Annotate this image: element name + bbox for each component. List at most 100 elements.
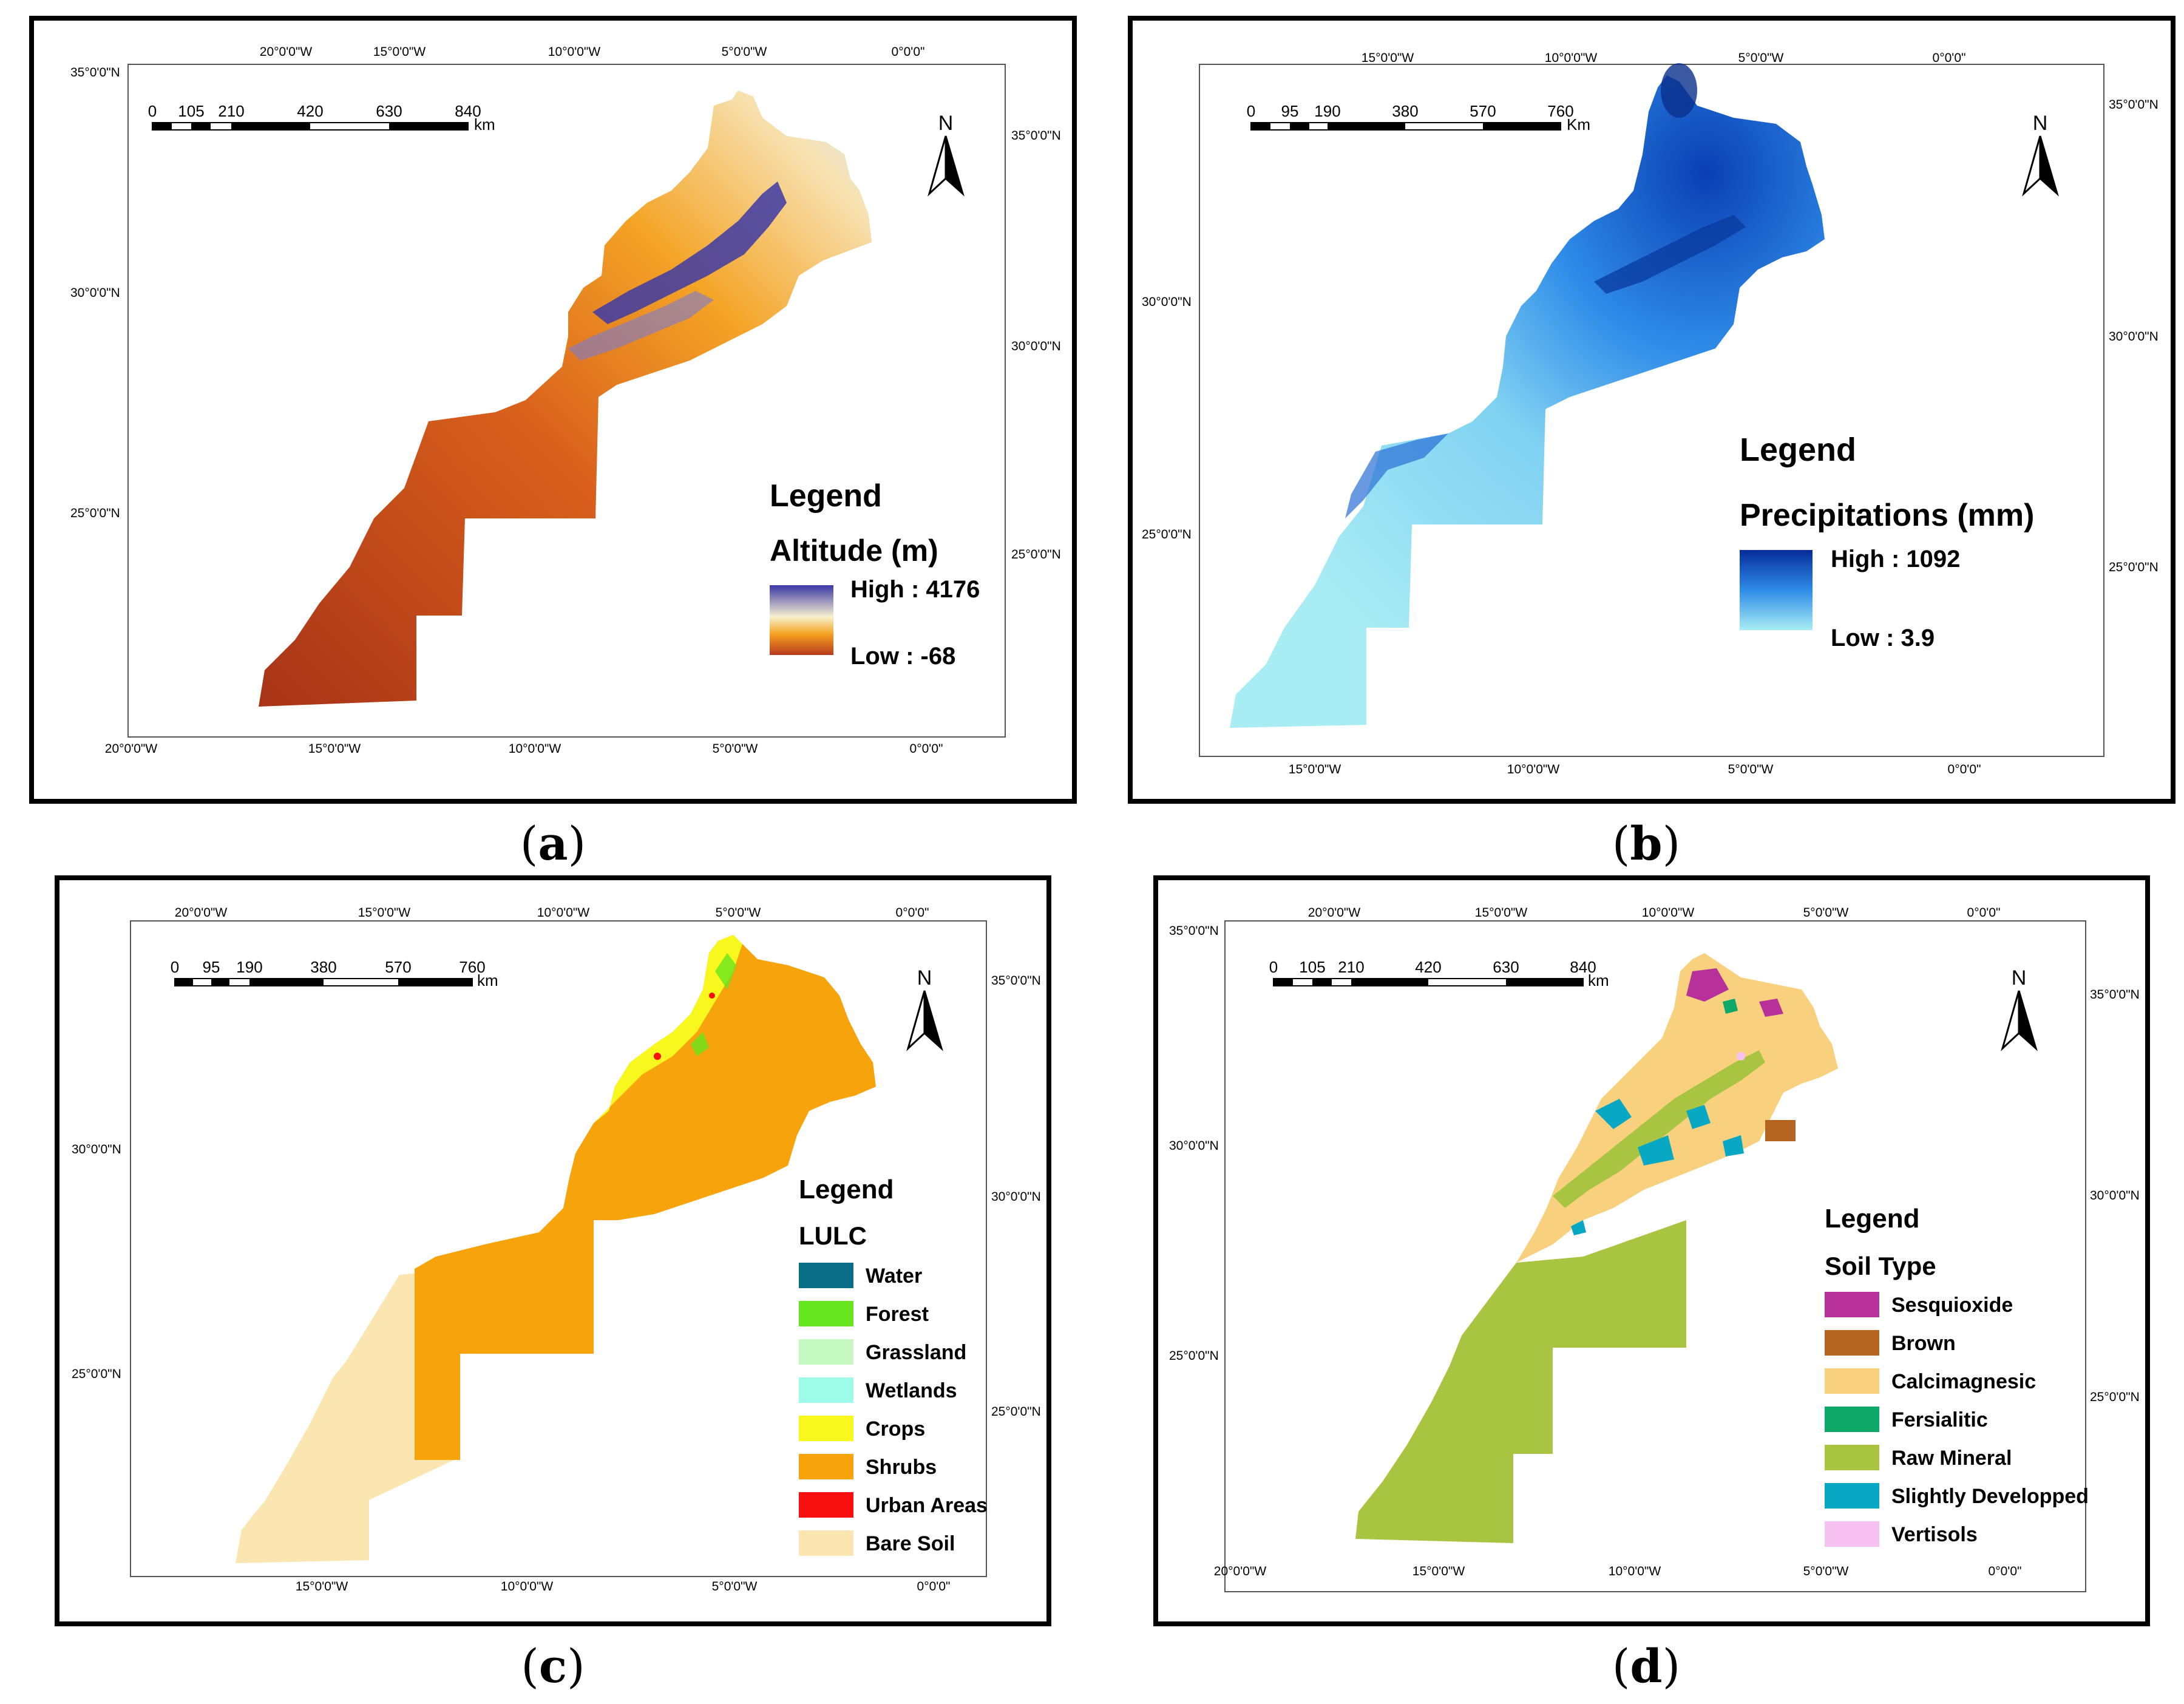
- lon-label: 10°0'0"W: [1545, 51, 1598, 65]
- lon-label: 0°0'0": [910, 742, 943, 756]
- urban-areas: [709, 993, 715, 999]
- legend-label: Urban Areas: [866, 1494, 988, 1517]
- lat-label: 30°0'0"N: [2109, 330, 2159, 344]
- legend-title: Legend: [770, 478, 882, 514]
- raw-mineral-band: [1553, 1050, 1765, 1208]
- lon-label: 20°0'0"W: [260, 45, 313, 59]
- raw-mineral-region: [1355, 1220, 1686, 1543]
- legend-label: Wetlands: [866, 1379, 957, 1402]
- legend-high: High : 4176: [850, 576, 980, 603]
- scale-label: 380: [1392, 102, 1418, 120]
- map-frame: [1199, 64, 2104, 757]
- map-frame: [1224, 920, 2086, 1592]
- legend-label: Bare Soil: [866, 1532, 955, 1555]
- lon-label: 5°0'0"W: [713, 742, 758, 756]
- shrubs-south: [236, 1342, 418, 1563]
- map-b: 0 95 190 380 570 760 Km N 15°0'0"W 10°0'…: [1142, 51, 2159, 776]
- legend: Legend Altitude (m) High : 4176 Low : -6…: [770, 478, 980, 670]
- legend-color-ramp: [770, 585, 833, 655]
- lon-label: 5°0'0"W: [1738, 51, 1784, 65]
- lon-label: 10°0'0"W: [548, 45, 601, 59]
- vertisols-patch: [1737, 1052, 1745, 1061]
- lon-label: 0°0'0": [896, 906, 929, 920]
- scale-label: 840: [455, 102, 481, 120]
- scale-label: 420: [1415, 958, 1441, 976]
- lon-label: 10°0'0"W: [1609, 1564, 1661, 1578]
- scale-bar: 0 105 210 420 630 840 km: [148, 102, 495, 134]
- legend-label: Raw Mineral: [1891, 1447, 2012, 1470]
- panel-d-soil-map: 0 105 210 420 630 840 km N 20°0'0"W 15°0…: [1153, 875, 2150, 1626]
- lon-label: 20°0'0"W: [1308, 906, 1361, 920]
- lat-label: 35°0'0"N: [1169, 924, 1219, 938]
- lat-label: 35°0'0"N: [2090, 988, 2140, 1002]
- legend-subtitle: Altitude (m): [770, 534, 938, 568]
- lon-label: 15°0'0"W: [1289, 762, 1341, 776]
- lon-label: 10°0'0"W: [1642, 906, 1695, 920]
- caption-d: (d): [1612, 1639, 1681, 1693]
- scale-label: 210: [218, 102, 244, 120]
- lon-label: 5°0'0"W: [722, 45, 767, 59]
- map-d: 0 105 210 420 630 840 km N 20°0'0"W 15°0…: [1169, 906, 2140, 1592]
- lon-label: 5°0'0"W: [1803, 1564, 1849, 1578]
- lat-label: 25°0'0"N: [70, 506, 120, 520]
- lon-label: 20°0'0"W: [1214, 1564, 1267, 1578]
- forest-patches: [691, 953, 736, 1056]
- lat-label: 25°0'0"N: [72, 1367, 121, 1381]
- scale-label: 760: [1547, 102, 1573, 120]
- brown-patch: [1765, 1120, 1796, 1141]
- legend: Legend LULC Water Forest Grassland Wetlands…: [799, 1175, 988, 1556]
- panel-c-lulc-map: 0 95 190 380 570 760 km N 20°0'0"W 15°0'…: [55, 875, 1051, 1626]
- lon-label: 0°0'0": [1933, 51, 1966, 65]
- high-precip-north: [1661, 63, 1697, 118]
- caption-b: (b): [1612, 816, 1681, 871]
- lat-label: 25°0'0"N: [1169, 1349, 1219, 1363]
- scale-label: 840: [1570, 958, 1596, 976]
- legend-items: Water Forest Grassland Wetlands Crops Shrubs U…: [799, 1263, 988, 1556]
- legend-swatch-raw-mineral: [1825, 1445, 1879, 1470]
- legend-swatch-shrubs: [799, 1454, 853, 1479]
- scale-label: 630: [1493, 958, 1519, 976]
- lon-label: 0°0'0": [1989, 1564, 2022, 1578]
- lon-label: 20°0'0"W: [105, 742, 158, 756]
- legend-label: Calcimagnesic: [1891, 1370, 2036, 1393]
- legend-label: Brown: [1891, 1332, 1956, 1355]
- scale-label: 630: [376, 102, 402, 120]
- lon-label: 10°0'0"W: [501, 1580, 554, 1594]
- svg-text:N: N: [2033, 112, 2048, 135]
- lon-label: 15°0'0"W: [1475, 906, 1528, 920]
- scale-label: 210: [1338, 958, 1364, 976]
- panel-a-altitude-map: 0 105 210 420 630 840 km N 20°0'0"W 15°0…: [29, 16, 1077, 804]
- legend-low: Low : 3.9: [1831, 625, 1935, 651]
- scale-label: 570: [385, 958, 411, 976]
- legend-swatch-grassland: [799, 1339, 853, 1365]
- crops-north: [594, 935, 742, 1123]
- legend-title: Legend: [1825, 1204, 1919, 1234]
- legend-swatch-brown: [1825, 1330, 1879, 1356]
- lon-label: 5°0'0"W: [1803, 906, 1849, 920]
- high-precip-band: [1594, 215, 1746, 294]
- caption-a: (a): [520, 816, 586, 871]
- legend-high: High : 1092: [1831, 546, 1960, 572]
- lat-label: 30°0'0"N: [72, 1142, 121, 1156]
- scale-label: 0: [1269, 958, 1278, 976]
- country-shape: [1230, 75, 1825, 728]
- lat-label: 30°0'0"N: [991, 1190, 1041, 1204]
- scale-label: 0: [171, 958, 179, 976]
- legend-subtitle: Precipitations (mm): [1740, 498, 2034, 533]
- fersialitic-patch: [1723, 999, 1738, 1014]
- legend: Legend Soil Type Sesquioxide Brown Calcima…: [1825, 1204, 2089, 1547]
- map-frame: [130, 920, 987, 1577]
- lon-label: 15°0'0"W: [358, 906, 411, 920]
- legend-subtitle: Soil Type: [1825, 1252, 1936, 1280]
- scale-unit: km: [474, 115, 495, 134]
- shrubs-region: [415, 935, 876, 1460]
- north-arrow-icon: N: [928, 112, 965, 197]
- legend-label: Grassland: [866, 1341, 966, 1364]
- legend-label: Vertisols: [1891, 1523, 1978, 1546]
- lon-label: 0°0'0": [1967, 906, 2001, 920]
- lon-label: 15°0'0"W: [1412, 1564, 1465, 1578]
- scale-label: 760: [459, 958, 485, 976]
- atlas-high-altitude: [592, 182, 787, 324]
- lat-label: 30°0'0"N: [2090, 1189, 2140, 1203]
- lon-label: 20°0'0"W: [175, 906, 228, 920]
